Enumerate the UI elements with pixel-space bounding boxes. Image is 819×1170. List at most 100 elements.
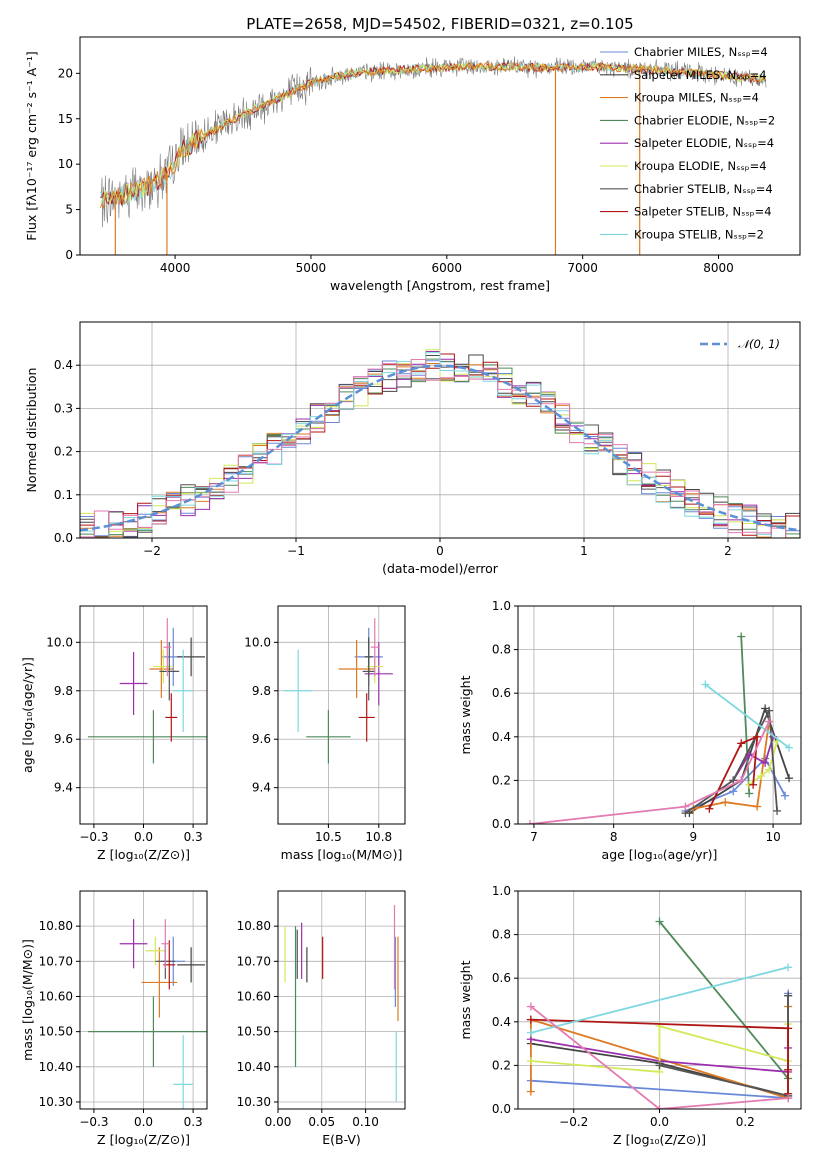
- weight-marker: [729, 787, 738, 796]
- errorbar-point: [159, 642, 180, 701]
- x-tick-label: 0.0: [134, 1115, 153, 1129]
- y-tick-label: 10.0: [46, 635, 73, 649]
- plot-area-residuals: [80, 322, 800, 538]
- x-tick-label: 10: [765, 830, 780, 844]
- errorbar-point: [177, 947, 206, 983]
- weight-marker: [526, 1057, 535, 1066]
- x-tick-label: 10.5: [315, 830, 342, 844]
- y-tick-label: 9.4: [54, 781, 73, 795]
- weight-marker: [765, 765, 774, 774]
- y-tick-label: 0.6: [492, 971, 511, 985]
- weight-marker: [526, 1015, 535, 1024]
- y-tick-label: 0.0: [492, 1102, 511, 1116]
- y-tick-label: 10.30: [237, 1095, 271, 1109]
- plot-area-weight_vs_age: [518, 606, 801, 824]
- legend-label: Kroupa STELIB, Nₛₛₚ=2: [634, 227, 764, 241]
- x-tick-label: 0.2: [736, 1115, 755, 1129]
- plot-area-age_vs_Z: [80, 606, 207, 824]
- x-axis-label: mass [log₁₀(M/M⊙)]: [281, 847, 403, 862]
- x-axis-label: Z [log₁₀(Z/Z⊙)]: [613, 1132, 706, 1147]
- y-tick-label: 20: [58, 66, 73, 80]
- x-tick-label: −0.2: [559, 1115, 588, 1129]
- y-tick-label: 10.40: [39, 1060, 73, 1074]
- plot-area-weight_vs_Z: [518, 891, 801, 1109]
- x-tick-label: 0: [436, 544, 444, 558]
- errorbar-point: [87, 996, 207, 1067]
- y-tick-label: 10.60: [237, 989, 271, 1003]
- weight-line: [530, 966, 789, 1034]
- weight-marker: [655, 917, 664, 926]
- x-tick-label: 10.8: [365, 830, 392, 844]
- x-tick-label: 8: [610, 830, 618, 844]
- y-tick-label: 9.6: [252, 732, 271, 746]
- x-tick-label: 8000: [703, 261, 734, 275]
- x-tick-label: −2: [143, 544, 161, 558]
- y-tick-label: 10.80: [237, 919, 271, 933]
- y-tick-label: 0: [65, 248, 73, 262]
- plot-area-age_vs_mass: [278, 606, 405, 824]
- weight-marker: [784, 1094, 793, 1103]
- axes-frame: [277, 890, 406, 1110]
- errorbar-point: [145, 936, 166, 965]
- x-axis-label: wavelength [Angstrom, rest frame]: [330, 278, 550, 293]
- x-axis-label: age [log₁₀(age/yr)]: [602, 847, 718, 862]
- weight-marker: [757, 772, 766, 781]
- weight-marker: [784, 963, 793, 972]
- legend-label: Chabrier ELODIE, Nₛₛₚ=2: [634, 113, 775, 127]
- x-tick-label: 6000: [432, 261, 463, 275]
- legend-label: 𝒩(0, 1): [738, 337, 780, 351]
- weight-marker: [526, 1002, 535, 1011]
- weight-marker: [785, 743, 794, 752]
- weight-marker: [655, 1061, 664, 1070]
- weight-line: [529, 721, 770, 824]
- errorbar-point: [173, 1035, 194, 1109]
- x-tick-label: 0.0: [650, 1115, 669, 1129]
- weight-marker: [705, 804, 714, 813]
- weight-marker: [745, 789, 754, 798]
- weight-marker: [784, 1024, 793, 1033]
- y-tick-label: 9.8: [54, 684, 73, 698]
- weight-line: [732, 736, 774, 781]
- weight-marker: [729, 776, 738, 785]
- weight-marker: [737, 776, 746, 785]
- panel-mass_vs_Z: −0.3 0.0 0.3 10.30 10.40 10.50 10.60 10.70 10.80…: [20, 890, 208, 1147]
- weight-marker: [785, 774, 794, 783]
- y-tick-label: 0.4: [492, 730, 511, 744]
- x-tick-label: 0.05: [308, 1115, 335, 1129]
- legend-label: Chabrier MILES, Nₛₛₚ=4: [634, 45, 768, 59]
- panel-residuals: −2 −1 0 1 2 0.0 0.1 0.2 0.3 0.4 (data-model)/error…: [24, 321, 801, 576]
- x-tick-label: 0.3: [184, 830, 203, 844]
- spectrum-legend: Chabrier MILES, Nₛₛₚ=4 Salpeter MILES, Nₛ…: [600, 45, 775, 241]
- x-tick-label: 2: [724, 544, 732, 558]
- legend-label: Kroupa MILES, Nₛₛₚ=4: [634, 91, 759, 105]
- axes-frame: [517, 605, 802, 825]
- y-tick-label: 0.3: [54, 401, 73, 415]
- y-axis-label: mass [log₁₀(M/M⊙)]: [20, 939, 35, 1061]
- y-tick-label: 0.0: [54, 531, 73, 545]
- y-tick-label: 0.8: [492, 643, 511, 657]
- y-tick-label: 10.50: [39, 1025, 73, 1039]
- legend-label: Chabrier STELIB, Nₛₛₚ=4: [634, 182, 773, 196]
- x-tick-label: 9: [690, 830, 698, 844]
- y-tick-label: 0.2: [492, 1058, 511, 1072]
- y-tick-label: 0.4: [54, 358, 73, 372]
- errorbar-point: [165, 693, 178, 742]
- y-tick-label: 0.2: [492, 773, 511, 787]
- weight-marker: [781, 791, 790, 800]
- weight-marker: [526, 1028, 535, 1037]
- weight-marker: [526, 1087, 535, 1096]
- x-axis-label: Z [log₁₀(Z/Z⊙)]: [97, 847, 190, 862]
- x-tick-label: 7: [530, 830, 538, 844]
- panel-spectrum: 4000 5000 6000 7000 8000 0 5 10 15 20 wavelength […: [24, 36, 801, 293]
- weight-line: [530, 1018, 789, 1094]
- errorbar-point: [87, 710, 207, 764]
- legend-label: Salpeter STELIB, Nₛₛₚ=4: [634, 205, 772, 219]
- plot-area-mass_vs_Z: [80, 891, 207, 1109]
- errorbar-point: [153, 649, 174, 684]
- weight-line: [684, 707, 778, 814]
- weight-marker: [765, 706, 774, 715]
- y-tick-label: 10.0: [244, 635, 271, 649]
- errorbar-point: [338, 639, 375, 699]
- weight-marker: [721, 798, 730, 807]
- x-axis-label: Z [log₁₀(Z/Z⊙)]: [97, 1132, 190, 1147]
